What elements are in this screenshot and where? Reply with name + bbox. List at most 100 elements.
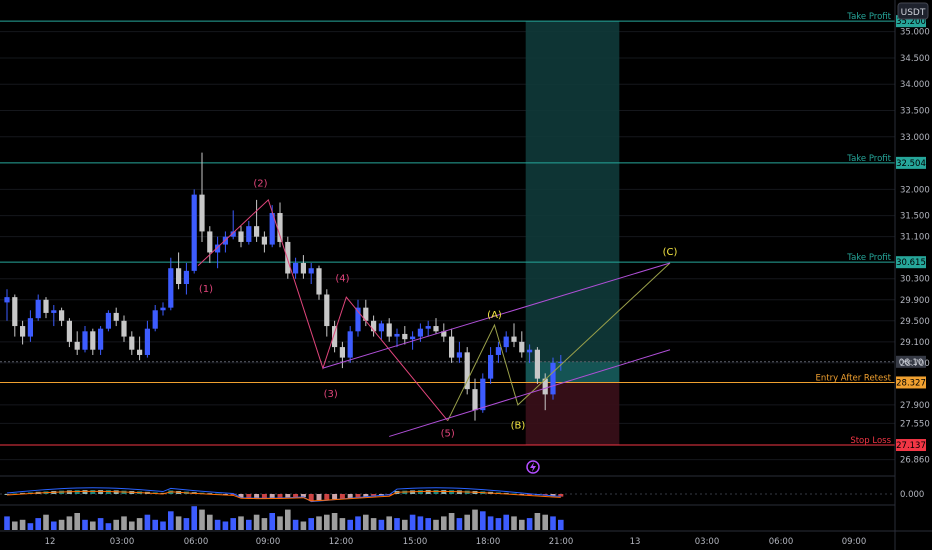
candle-body bbox=[246, 226, 252, 242]
oscillator-bar bbox=[20, 492, 26, 494]
volume-bar bbox=[308, 518, 314, 530]
volume-bar bbox=[222, 521, 229, 530]
volume-bar bbox=[316, 516, 322, 530]
volume-bar bbox=[269, 513, 275, 530]
candle-body bbox=[378, 323, 384, 332]
x-tick-label: 03:00 bbox=[695, 537, 720, 547]
x-tick-label: 13 bbox=[630, 537, 641, 547]
volume-bar bbox=[82, 519, 88, 530]
volume-bar bbox=[441, 516, 447, 530]
wave-label: (C) bbox=[663, 247, 678, 258]
current-price-tag bbox=[896, 355, 926, 368]
volume-bar bbox=[550, 516, 556, 530]
price-levels: Take Profit 35.200 Take Profit 32.504 Take P… bbox=[0, 12, 926, 452]
candle-body bbox=[261, 236, 267, 245]
y-tick-label: 27.550 bbox=[900, 419, 930, 429]
y-tick-label: 35.000 bbox=[900, 28, 930, 38]
oscillator-bar bbox=[308, 494, 314, 501]
level-label: Take Profit bbox=[846, 253, 891, 263]
volume-bar bbox=[12, 521, 18, 530]
volume-bar bbox=[214, 519, 221, 530]
wave-label: (A) bbox=[487, 310, 502, 321]
oscillator-bar bbox=[417, 490, 423, 494]
oscillator-bar bbox=[98, 490, 104, 494]
x-tick-label: 06:00 bbox=[184, 537, 209, 547]
abc-wave-path bbox=[447, 262, 671, 421]
y-tick-label: 33.000 bbox=[900, 133, 930, 143]
volume-bar bbox=[97, 518, 104, 530]
wave-drawings: (1) (2) (3) (4) (5) (A) (B) (C) bbox=[197, 179, 678, 439]
y-tick-label: 34.500 bbox=[900, 54, 930, 64]
oscillator-bar bbox=[246, 494, 252, 498]
time-axis: 12 03:00 06:00 09:00 12:00 15:00 18:00 21:00 13 0… bbox=[0, 530, 932, 547]
candle-body bbox=[449, 336, 455, 358]
volume-bar bbox=[261, 518, 268, 530]
candle-body bbox=[35, 299, 41, 319]
volume-bar bbox=[285, 509, 291, 530]
candle-body bbox=[347, 331, 353, 358]
volume-bar bbox=[511, 516, 517, 530]
channel-lower-line bbox=[389, 349, 671, 437]
y-tick-label: 28.700 bbox=[900, 359, 930, 369]
candle-body bbox=[363, 307, 369, 321]
volume-bar bbox=[378, 519, 385, 530]
oscillator-bar bbox=[433, 490, 439, 494]
wave-label: (2) bbox=[253, 179, 267, 190]
currency-button[interactable]: USDT bbox=[897, 2, 929, 20]
volume-bar bbox=[4, 516, 10, 530]
candle-body bbox=[199, 194, 205, 232]
candle-body bbox=[472, 389, 478, 411]
candle-body bbox=[27, 318, 33, 337]
oscillator-bar bbox=[160, 492, 166, 494]
y-tick-label: 26.860 bbox=[900, 456, 930, 466]
candle-body bbox=[550, 362, 556, 395]
level-price-label: 27.137 bbox=[896, 441, 926, 451]
y-tick-label: 29.500 bbox=[900, 317, 930, 327]
volume-bar bbox=[409, 514, 416, 530]
x-tick-label: 21:00 bbox=[549, 537, 574, 547]
volume-bar bbox=[503, 514, 509, 530]
volume-bar bbox=[526, 518, 533, 530]
candle-body bbox=[410, 336, 416, 340]
level-label: Stop Loss bbox=[850, 436, 891, 446]
candles bbox=[4, 152, 564, 421]
volume-bar bbox=[292, 519, 299, 530]
oscillator-bar bbox=[300, 494, 306, 498]
oscillator-bar bbox=[519, 494, 525, 495]
volume-bar bbox=[433, 519, 439, 530]
position-zones bbox=[525, 21, 620, 446]
candle-body bbox=[386, 323, 392, 337]
level-price-label: 35.200 bbox=[896, 17, 926, 27]
candle-body bbox=[293, 262, 299, 274]
candle-body bbox=[129, 336, 135, 350]
candle-body bbox=[176, 268, 182, 284]
candle-body bbox=[456, 352, 462, 358]
profit-zone bbox=[525, 21, 620, 383]
candle-body bbox=[308, 268, 314, 274]
oscillator-bar bbox=[550, 494, 556, 497]
oscillator-bar bbox=[324, 494, 330, 500]
volume-bar bbox=[27, 523, 34, 530]
signal-line bbox=[6, 490, 561, 502]
volume-bar bbox=[425, 518, 431, 530]
volume-bar bbox=[300, 521, 307, 530]
candle-body bbox=[511, 336, 517, 342]
y-tick-label: 34.000 bbox=[900, 80, 930, 90]
candle-body bbox=[417, 328, 423, 337]
candle-body bbox=[441, 331, 447, 337]
oscillator-bar bbox=[82, 490, 88, 494]
candle-body bbox=[269, 213, 275, 245]
candle-body bbox=[425, 326, 431, 329]
level-price-tag bbox=[896, 439, 926, 452]
candle-body bbox=[300, 262, 306, 274]
wave-label: (3) bbox=[324, 389, 338, 400]
candle-body bbox=[168, 268, 174, 308]
candle-body bbox=[277, 213, 283, 242]
volume-bar bbox=[152, 519, 158, 530]
lightning-icon[interactable] bbox=[526, 460, 540, 474]
candle-body bbox=[316, 268, 322, 295]
volume-bar bbox=[19, 519, 26, 530]
volume-bar bbox=[487, 516, 494, 530]
level-price-label: 30.615 bbox=[896, 258, 926, 268]
